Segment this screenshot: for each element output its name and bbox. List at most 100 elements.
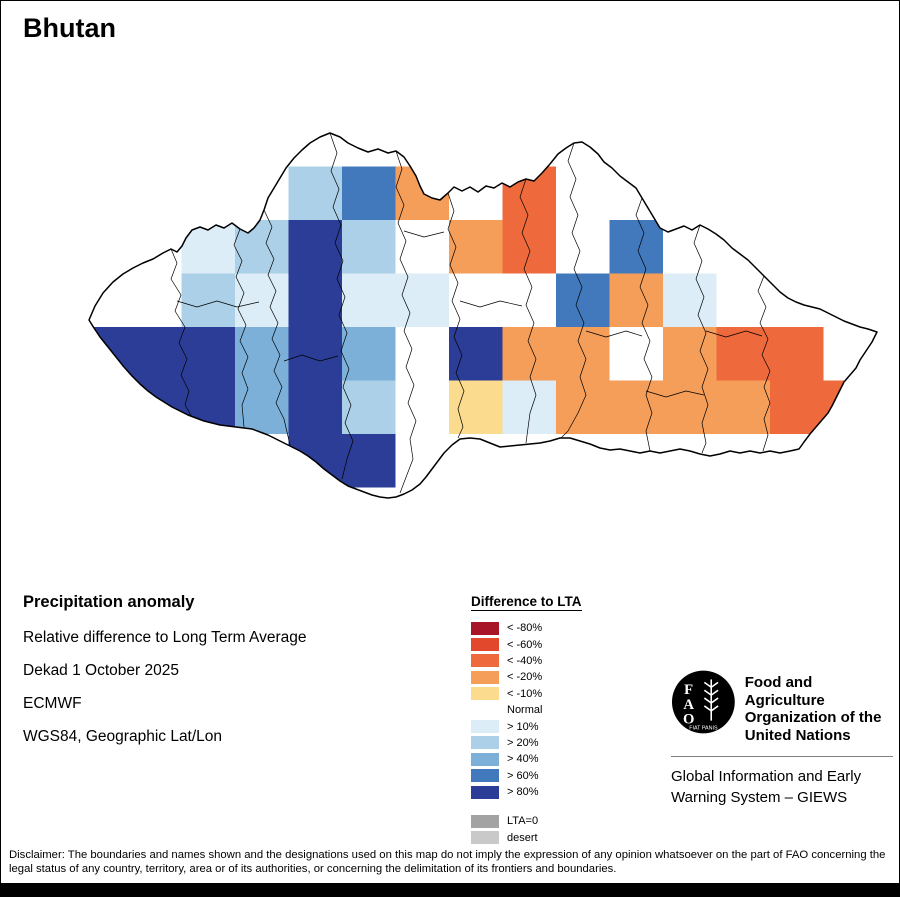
map-cell bbox=[288, 273, 342, 327]
legend-swatch bbox=[471, 638, 499, 652]
map-cell bbox=[449, 220, 503, 274]
map-cell bbox=[181, 327, 235, 381]
legend-item: > 80% bbox=[471, 784, 582, 800]
map-cell bbox=[288, 380, 342, 434]
map-cell bbox=[449, 327, 503, 381]
giews-line: Global Information and Early bbox=[671, 768, 862, 785]
legend-label: < -20% bbox=[507, 671, 543, 684]
legend-item: Normal bbox=[471, 702, 582, 718]
map-cell bbox=[716, 380, 770, 434]
map-cell bbox=[181, 273, 235, 327]
legend-label: desert bbox=[507, 831, 538, 844]
fao-org-line: Food and Agriculture bbox=[744, 674, 825, 709]
giews-line: Warning System – GIEWS bbox=[671, 788, 848, 806]
fao-logo-letter-a: A bbox=[683, 697, 694, 713]
map-cell bbox=[235, 327, 289, 381]
fao-org-name: Food and Agriculture Organization of the… bbox=[745, 669, 893, 744]
legend-item: LTA=0 bbox=[471, 813, 582, 829]
map-cell bbox=[342, 380, 396, 434]
map-cell bbox=[770, 327, 824, 381]
map-cell bbox=[342, 327, 396, 381]
legend-swatch bbox=[471, 621, 499, 635]
map-cell bbox=[502, 166, 556, 220]
map-cell bbox=[502, 220, 556, 274]
legend-swatch bbox=[471, 769, 499, 783]
fao-logo-letter-f: F bbox=[684, 682, 693, 698]
legend-item: < -60% bbox=[471, 636, 582, 652]
legend-item: < -20% bbox=[471, 669, 582, 685]
map-cell bbox=[663, 327, 717, 381]
info-block: Precipitation anomaly Relative differenc… bbox=[23, 593, 307, 761]
legend-extra-items: LTA=0 desert bbox=[471, 813, 582, 846]
map-cell bbox=[663, 273, 717, 327]
legend-label: LTA=0 bbox=[507, 815, 539, 828]
legend-swatch bbox=[471, 703, 499, 717]
legend-label: < -60% bbox=[507, 638, 543, 651]
fao-logo: F A O FIAT PANIS bbox=[671, 670, 735, 734]
info-line-dekad: Dekad 1 October 2025 bbox=[23, 662, 179, 679]
legend-item: < -80% bbox=[471, 620, 582, 636]
fao-divider bbox=[671, 756, 893, 757]
map-cell bbox=[89, 380, 128, 434]
legend-swatch bbox=[471, 752, 499, 766]
map-cell bbox=[235, 220, 289, 274]
map-cell bbox=[342, 220, 396, 274]
page-title: Bhutan bbox=[23, 13, 116, 43]
map-cell bbox=[609, 273, 663, 327]
map-cell bbox=[556, 273, 610, 327]
map-cell bbox=[556, 327, 610, 381]
map-cell bbox=[716, 327, 770, 381]
map-cell bbox=[342, 273, 396, 327]
legend-title: Difference to LTA bbox=[471, 594, 582, 611]
map-cell bbox=[449, 380, 503, 434]
fao-logo-circle bbox=[671, 670, 735, 734]
district-boundaries bbox=[170, 133, 771, 494]
fao-org-line: United Nations bbox=[744, 726, 851, 744]
map-cell bbox=[609, 220, 663, 274]
map-cell bbox=[342, 434, 396, 488]
map-cell bbox=[770, 380, 824, 434]
country-boundary bbox=[88, 132, 878, 499]
legend-label: > 10% bbox=[507, 720, 539, 733]
legend-label: < -10% bbox=[507, 687, 543, 700]
legend-swatch bbox=[471, 785, 499, 799]
legend-swatch bbox=[471, 654, 499, 668]
legend-swatch bbox=[471, 720, 499, 734]
fao-motto: FIAT PANIS bbox=[689, 725, 718, 731]
legend: Difference to LTA < -80% < -60% < -40% < -2… bbox=[471, 593, 582, 846]
legend-item: > 40% bbox=[471, 751, 582, 767]
map-cell bbox=[235, 273, 289, 327]
fao-org-line: Organization of the bbox=[744, 709, 882, 726]
map-cell bbox=[288, 327, 342, 381]
wheat-icon bbox=[703, 679, 719, 721]
legend-swatch bbox=[471, 831, 499, 845]
giews-label: Global Information and Early Warning Sys… bbox=[671, 767, 893, 808]
fao-logo-letter-o: O bbox=[683, 712, 694, 728]
legend-item: > 60% bbox=[471, 768, 582, 784]
legend-item: desert bbox=[471, 830, 582, 846]
map-cell bbox=[502, 380, 556, 434]
map-cell bbox=[288, 166, 342, 220]
legend-item: < -10% bbox=[471, 686, 582, 702]
legend-label: < -40% bbox=[507, 654, 543, 667]
legend-items: < -80% < -60% < -40% < -20% < -10% Normal > 10… bbox=[471, 620, 582, 800]
legend-item: < -40% bbox=[471, 653, 582, 669]
map-cell bbox=[395, 273, 449, 327]
map-cell bbox=[235, 380, 289, 434]
disclaimer: Disclaimer: The boundaries and names sho… bbox=[9, 848, 886, 875]
info-heading: Precipitation anomaly bbox=[23, 593, 195, 611]
legend-swatch bbox=[471, 814, 499, 828]
legend-label: Normal bbox=[507, 704, 543, 717]
fao-block: F A O FIAT PANIS Food and Agriculture Or… bbox=[671, 669, 893, 808]
info-line-projection: WGS84, Geographic Lat/Lon bbox=[23, 728, 223, 745]
map-cell bbox=[609, 380, 663, 434]
info-line-source: ECMWF bbox=[23, 695, 82, 712]
bottom-bar bbox=[1, 883, 899, 896]
legend-item: > 20% bbox=[471, 735, 582, 751]
map-cell bbox=[502, 327, 556, 381]
map-cell bbox=[395, 166, 449, 220]
legend-label: > 80% bbox=[507, 786, 539, 799]
info-line-method: Relative difference to Long Term Average bbox=[23, 629, 307, 646]
map-cell bbox=[128, 327, 182, 381]
map-cell bbox=[556, 380, 610, 434]
